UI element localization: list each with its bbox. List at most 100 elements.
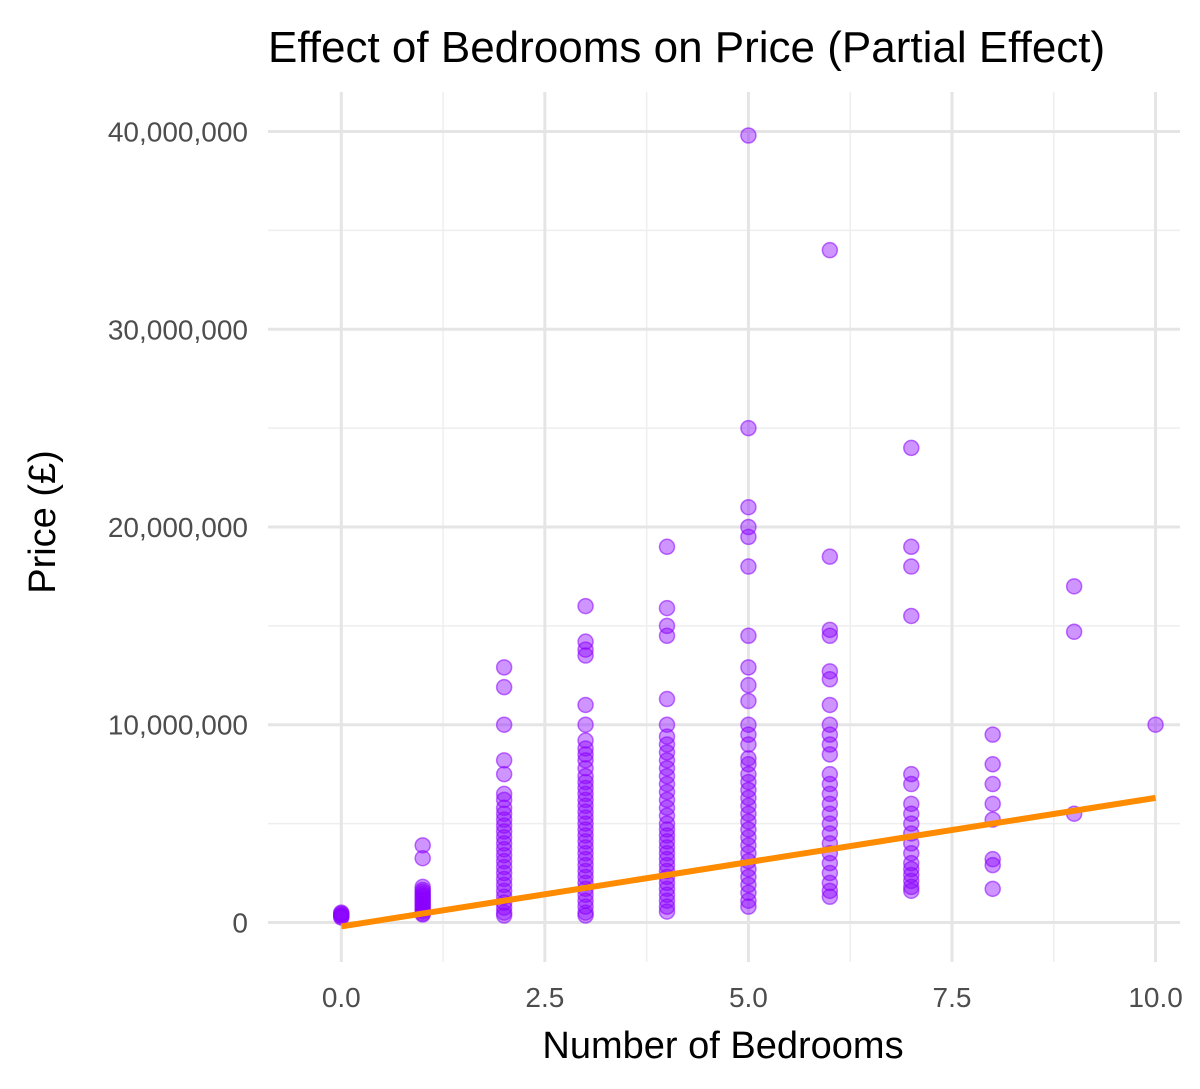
data-point [495, 858, 513, 876]
data-point [577, 815, 594, 832]
data-point [577, 647, 594, 664]
data-point [658, 898, 676, 915]
data-point [495, 805, 513, 822]
data-point [903, 607, 920, 625]
data-point [903, 558, 920, 575]
data-point [577, 803, 594, 820]
data-point [577, 839, 594, 856]
y-tick-label: 40,000,000 [108, 117, 248, 148]
data-point [903, 882, 920, 900]
data-point [577, 740, 594, 757]
data-point [495, 716, 513, 733]
data-point [984, 756, 1001, 773]
data-point [577, 833, 594, 850]
y-axis-title: Price (£) [22, 450, 64, 594]
data-point [658, 833, 676, 850]
data-point [903, 775, 920, 793]
data-point [984, 795, 1001, 813]
data-point [658, 845, 676, 862]
data-point [577, 821, 594, 838]
data-point [740, 692, 757, 710]
data-point [821, 621, 839, 639]
data-point [984, 775, 1001, 793]
y-axis-ticks: 0 10,000,000 20,000,000 30,000,000 40,000,00… [108, 117, 248, 939]
data-point [577, 785, 594, 803]
data-point [658, 821, 676, 838]
x-axis-ticks: 0.0 2.5 5.0 7.5 10.0 [322, 982, 1183, 1013]
data-point [821, 696, 839, 714]
data-point [903, 866, 920, 884]
data-point [577, 746, 594, 763]
data-point [495, 846, 513, 864]
data-point [577, 696, 594, 714]
data-point [577, 716, 594, 733]
data-point [821, 671, 839, 688]
fit-line-layer [340, 794, 1157, 930]
x-tick-label: 5.0 [729, 982, 768, 1013]
data-point [495, 817, 513, 834]
data-point [903, 538, 920, 556]
data-point [984, 880, 1001, 898]
data-point [495, 785, 513, 803]
data-point [577, 597, 594, 615]
data-point [577, 856, 594, 874]
data-point [577, 641, 594, 658]
data-point [984, 726, 1001, 743]
data-point [740, 892, 757, 909]
data-point [495, 829, 513, 846]
data-point [821, 882, 839, 900]
chart-title: Effect of Bedrooms on Price (Partial Eff… [268, 23, 1105, 72]
data-point [577, 907, 594, 924]
data-point [821, 241, 839, 259]
data-point [821, 888, 839, 905]
data-point [577, 827, 594, 844]
data-point [658, 839, 676, 856]
data-point [740, 127, 757, 144]
data-point [495, 799, 513, 817]
data-point [984, 850, 1001, 868]
data-point [984, 856, 1001, 874]
x-tick-label: 7.5 [933, 982, 972, 1013]
data-point [577, 868, 594, 886]
data-point [495, 852, 513, 870]
data-point [1147, 716, 1164, 733]
data-point [903, 860, 920, 878]
y-tick-label: 10,000,000 [108, 710, 248, 741]
data-point [740, 528, 757, 546]
data-point [577, 898, 594, 915]
data-point [658, 903, 676, 920]
data-point [821, 746, 839, 763]
x-tick-label: 0.0 [322, 982, 361, 1013]
x-axis-title: Number of Bedrooms [542, 1025, 903, 1067]
data-point [658, 538, 676, 556]
data-point [658, 880, 676, 898]
data-point [495, 823, 513, 840]
data-point [495, 870, 513, 888]
data-point [577, 850, 594, 868]
data-point [495, 765, 513, 783]
data-point [740, 498, 757, 516]
data-point [1065, 623, 1083, 641]
data-point [821, 627, 839, 644]
data-point [577, 791, 594, 809]
data-point [740, 898, 757, 915]
data-point [414, 849, 431, 867]
data-point [577, 779, 594, 797]
data-point [903, 439, 920, 457]
data-point [495, 678, 513, 696]
data-point [740, 750, 757, 767]
x-tick-label: 2.5 [525, 982, 564, 1013]
data-point [577, 773, 594, 791]
data-point [658, 827, 676, 844]
data-point [658, 716, 676, 733]
data-point [414, 837, 431, 854]
grid-lines [268, 92, 1180, 962]
data-point [495, 659, 513, 676]
data-point [658, 850, 676, 868]
data-point [740, 419, 757, 437]
data-point [740, 676, 757, 694]
y-tick-label: 20,000,000 [108, 512, 248, 543]
data-point [740, 659, 757, 676]
data-point [495, 841, 513, 858]
